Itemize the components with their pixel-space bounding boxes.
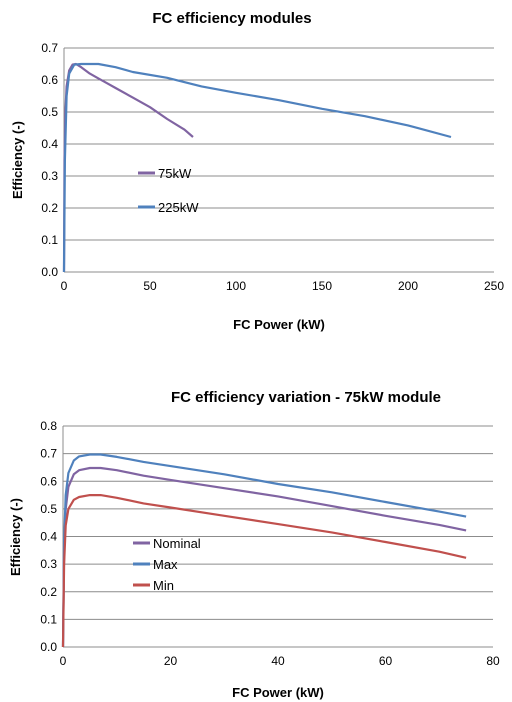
legend-label-max: Max [153, 557, 178, 572]
chart-1-y-tick-label: 0.0 [41, 265, 58, 279]
chart-1-title: FC efficiency modules [152, 10, 311, 27]
chart-2-legend: Nominal Max Min [133, 536, 201, 593]
chart-2-gridlines [63, 425, 493, 620]
chart-1-legend: 75kW 225kW [138, 166, 199, 215]
chart-2-y-tick-label: 0.7 [40, 447, 57, 461]
chart-2-x-ticks: 0 20 40 60 80 [60, 654, 500, 668]
chart-2-x-tick-label: 40 [271, 654, 285, 668]
chart-2-y-tick-label: 0.6 [40, 474, 57, 488]
chart-1-series-line-225kw [62, 62, 452, 273]
chart-1-x-label: FC Power (kW) [233, 317, 325, 332]
chart-2-y-ticks: 0.0 0.1 0.2 0.3 0.4 0.5 0.6 0.7 0.8 [40, 419, 57, 654]
chart-1-y-tick-label: 0.6 [41, 73, 58, 87]
chart-2: FC efficiency variation - 75kW module 0.… [8, 389, 500, 700]
legend-label-nominal: Nominal [153, 536, 201, 551]
chart-2-series-line-max [61, 453, 467, 648]
chart-1-y-tick-label: 0.5 [41, 105, 58, 119]
chart-1-x-tick-label: 50 [143, 279, 157, 293]
chart-2-y-tick-label: 0.8 [40, 419, 57, 433]
chart-2-x-label: FC Power (kW) [232, 685, 324, 700]
chart-2-y-tick-label: 0.0 [40, 640, 57, 654]
chart-2-series-line-nominal [61, 466, 467, 648]
chart-2-y-tick-label: 0.2 [40, 585, 57, 599]
chart-1-x-tick-label: 100 [226, 279, 246, 293]
chart-1-y-label: Efficiency (-) [10, 121, 25, 199]
chart-1-y-tick-label: 0.1 [41, 233, 58, 247]
chart-1-y-tick-label: 0.7 [41, 41, 58, 55]
chart-1-y-ticks: 0.0 0.1 0.2 0.3 0.4 0.5 0.6 0.7 [41, 41, 58, 279]
chart-1-x-tick-label: 0 [61, 279, 68, 293]
chart-2-title: FC efficiency variation - 75kW module [171, 389, 441, 406]
chart-2-x-tick-label: 20 [164, 654, 178, 668]
chart-1: FC efficiency modules 0.0 0.1 0.2 0.3 0.4 0.5… [10, 10, 504, 332]
chart-1-series [62, 62, 452, 273]
chart-1-x-tick-label: 250 [484, 279, 504, 293]
chart-1-y-tick-label: 0.2 [41, 201, 58, 215]
chart-2-series [61, 453, 467, 648]
legend-label-75kw: 75kW [158, 166, 192, 181]
chart-2-x-tick-label: 60 [379, 654, 393, 668]
chart-1-gridlines [64, 47, 494, 241]
chart-1-x-tick-label: 200 [398, 279, 418, 293]
chart-2-y-tick-label: 0.4 [40, 530, 57, 544]
chart-2-x-tick-label: 80 [486, 654, 500, 668]
chart-2-y-label: Efficiency (-) [8, 498, 23, 576]
chart-1-y-tick-label: 0.3 [41, 169, 58, 183]
legend-label-225kw: 225kW [158, 200, 199, 215]
chart-2-series-line-min [61, 494, 467, 648]
chart-1-y-tick-label: 0.4 [41, 137, 58, 151]
chart-2-y-tick-label: 0.1 [40, 612, 57, 626]
chart-2-y-tick-label: 0.5 [40, 502, 57, 516]
chart-1-x-ticks: 0 50 100 150 200 250 [61, 279, 505, 293]
legend-label-min: Min [153, 578, 174, 593]
chart-2-y-tick-label: 0.3 [40, 557, 57, 571]
chart-1-x-tick-label: 150 [312, 279, 332, 293]
chart-2-x-tick-label: 0 [60, 654, 67, 668]
